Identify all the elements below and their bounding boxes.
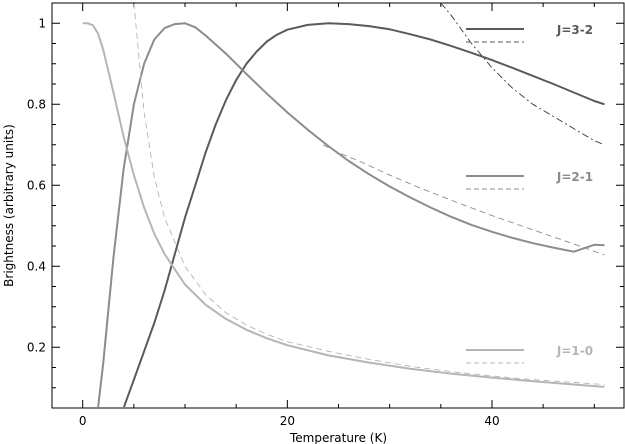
plot-frame: [51, 2, 625, 409]
y-tick-label: 0.6: [27, 178, 46, 192]
x-tick-label: 20: [280, 414, 295, 428]
legend-label: J=3-2: [556, 23, 593, 37]
y-axis-label: Brightness (arbitrary units): [2, 124, 16, 287]
series-line-j-1-0-dashed: [133, 4, 605, 385]
x-tick-label: 0: [79, 414, 87, 428]
x-tick-label: 40: [484, 414, 499, 428]
series-line-j-3-2-dashed: [441, 4, 605, 146]
series-line-j-3-2: [122, 22, 605, 407]
y-tick-label: 0.2: [27, 340, 46, 354]
chart-legend: J=3-2 J=2-1 J=1-0: [466, 23, 593, 364]
y-tick-label: 0.8: [27, 97, 46, 111]
legend-label: J=1-0: [556, 344, 593, 358]
legend-label: J=2-1: [556, 170, 593, 184]
series-line-j-2-1: [97, 22, 605, 407]
x-axis-label: Temperature (K): [289, 431, 387, 444]
y-tick-label: 1: [38, 16, 46, 30]
chart-axes: 0 20 40 0.2 0.4 0.6 0.8 1: [27, 2, 625, 428]
series-line-j-2-1-dashed: [322, 144, 605, 256]
chart-series: [82, 4, 605, 407]
series-line-j-1-0: [82, 22, 605, 388]
y-tick-label: 0.4: [27, 259, 46, 273]
